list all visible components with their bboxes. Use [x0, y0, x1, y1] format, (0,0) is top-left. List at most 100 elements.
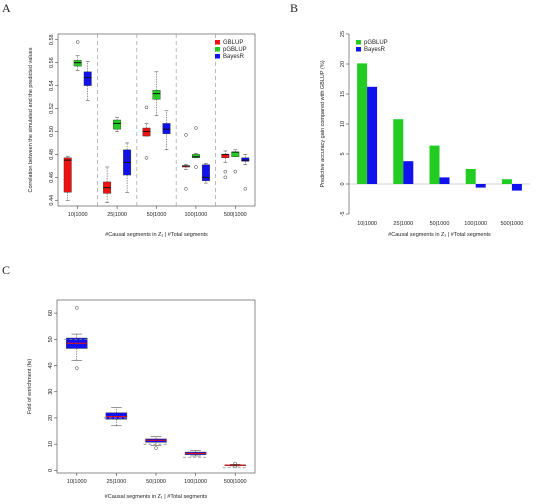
panel-b-x-axis-label: #Causal segments in Z₁ | #Total segments — [388, 232, 491, 238]
panel-a-outlier — [184, 133, 188, 137]
panel-a-outlier — [144, 156, 149, 160]
panel-b-y-tick-label: -5 — [340, 212, 346, 217]
panel-c-outlier — [233, 461, 237, 466]
panel-c-box — [105, 412, 128, 420]
panel-a-y-tick-label: 0.44 — [49, 195, 55, 206]
panel-a-outlier — [194, 165, 198, 169]
panel-a-box — [113, 119, 122, 130]
panel-a-x-tick-label: 25|1000 — [107, 212, 127, 218]
panel-c-outlier — [75, 306, 79, 310]
panel-a-outlier — [243, 187, 248, 191]
panel-b-y-tick-label: 20 — [340, 61, 346, 67]
panel-b-x-tick-label: 500|1000 — [500, 221, 523, 227]
panel-b-chart: -5 0 5 10 15 20 25 10|1000 25|1000 50|1000 100|100… — [320, 31, 530, 238]
panel-a-box — [152, 89, 161, 100]
panel-c-y-tick-label: 40 — [48, 362, 54, 368]
panel-c-letter: C — [2, 263, 10, 277]
panel-b-y-tick-label: 0 — [340, 182, 346, 185]
panel-c-y-tick-label: 60 — [48, 310, 54, 316]
panel-a-x-tick-label: 100|1000 — [184, 212, 207, 218]
panel-a-box — [162, 123, 171, 134]
panel-b-bar — [465, 169, 476, 184]
panel-a-y-tick-label: 0.54 — [49, 80, 55, 91]
panel-a-outlier — [125, 156, 129, 160]
panel-c-y-tick-label: 0 — [48, 469, 54, 472]
panel-a-box — [241, 157, 250, 162]
panel-a-box — [83, 71, 92, 86]
panel-a-y-tick-label: 0.50 — [49, 126, 55, 137]
panel-b-bar — [403, 161, 414, 184]
panel-a-x-tick-label: 10|1000 — [68, 212, 88, 218]
panel-b-bar — [501, 179, 512, 184]
panel-a-y-tick-label: 0.48 — [49, 149, 55, 160]
panel-b-bar — [367, 86, 378, 184]
panel-c-y-tick-label: 50 — [48, 336, 54, 342]
panel-b-y-tick-label: 25 — [340, 31, 346, 37]
panel-a-y-axis-label: Correlation between the simulated and th… — [28, 47, 34, 192]
panel-a-box — [142, 127, 151, 137]
panel-b-bar — [357, 63, 368, 184]
panel-a-letter: A — [2, 1, 11, 15]
panel-c-outlier — [75, 366, 79, 370]
panel-b-legend-swatch — [356, 47, 361, 52]
panel-a-y-tick-label: 0.58 — [49, 34, 55, 45]
panel-c-x-tick-label: 25|1000 — [107, 479, 127, 485]
panel-a-legend-swatch — [215, 40, 220, 45]
panel-c-x-axis-label: #Causal segments in Z₁ | #Total segments — [105, 494, 208, 500]
panel-b-bar — [393, 119, 404, 184]
panel-a-outlier — [223, 169, 228, 174]
panel-a-chart: 0.44 0.46 0.48 0.50 0.52 0.54 0.56 0.58 10|1000 2… — [28, 33, 256, 238]
panel-c-y-axis-label: Fold of enrichment (fe) — [27, 359, 33, 414]
panel-a-legend-label: BayesR — [223, 54, 245, 60]
panel-a-outlier — [194, 126, 198, 130]
panel-b-bar — [475, 184, 486, 188]
panel-b-y-tick-label: 15 — [340, 91, 346, 97]
panel-c-chart: 0 10 20 30 40 50 60 10|1000 25|1000 50|1000 100|10… — [27, 299, 256, 500]
panel-a-outlier — [223, 175, 228, 180]
panel-c-x-tick-label: 100|1000 — [184, 479, 207, 485]
panel-a-outlier — [144, 105, 149, 110]
panel-c-outlier — [154, 446, 158, 450]
panel-a-x-tick-label: 500|1000 — [224, 212, 247, 218]
panel-b-bar — [511, 184, 522, 191]
panel-b-bar — [429, 145, 440, 184]
panel-c-plot-frame — [56, 299, 256, 474]
panel-a-legend-label: pGBLUP — [223, 47, 247, 53]
panel-c-y-tick-label: 30 — [48, 389, 54, 395]
panel-a-y-tick-label: 0.56 — [49, 57, 55, 68]
panel-a-box — [231, 151, 240, 157]
panel-b-legend-label: BayesR — [364, 47, 386, 53]
panel-a-outlier — [184, 187, 188, 191]
panel-b-letter: B — [290, 1, 298, 15]
panel-a-outlier — [75, 40, 80, 44]
panel-a-box — [73, 60, 82, 67]
panel-a-box — [63, 157, 72, 193]
panel-a-outlier — [233, 169, 238, 174]
panel-a-box — [201, 164, 210, 181]
panel-c-y-tick-label: 10 — [48, 441, 54, 447]
panel-b-legend-swatch — [356, 40, 361, 45]
panel-a-box — [221, 154, 230, 159]
panel-b-x-tick-label: 100|1000 — [464, 221, 487, 227]
panel-b-x-tick-label: 50|1000 — [430, 221, 450, 227]
panel-b-legend-label: pGBLUP — [364, 40, 388, 46]
panel-c-x-tick-label: 500|1000 — [224, 479, 247, 485]
panel-a-legend-swatch — [215, 47, 220, 52]
panel-b-bar — [439, 177, 450, 184]
panel-b-y-tick-label: 10 — [340, 121, 346, 127]
panel-c-y-tick-label: 20 — [48, 415, 54, 421]
panel-a-x-tick-label: 50|1000 — [147, 212, 167, 218]
panel-a-legend-swatch — [215, 54, 220, 59]
panel-a-legend-label: GBLUP — [223, 40, 243, 46]
panel-a-box — [191, 154, 200, 159]
panel-b-y-tick-label: 5 — [340, 152, 346, 155]
panel-b-x-tick-label: 10|1000 — [357, 221, 377, 227]
panel-b-x-tick-label: 25|1000 — [393, 221, 413, 227]
panel-b-y-axis-label: Predictive accuracy gain compared with G… — [320, 60, 326, 187]
panel-a-y-tick-label: 0.46 — [49, 172, 55, 183]
panel-c-x-tick-label: 10|1000 — [67, 479, 87, 485]
panel-a-y-tick-label: 0.52 — [49, 103, 55, 114]
panel-a-x-axis-label: #Causal segments in Z₁ | #Total segments — [105, 232, 208, 238]
panel-c-x-tick-label: 50|1000 — [146, 479, 166, 485]
